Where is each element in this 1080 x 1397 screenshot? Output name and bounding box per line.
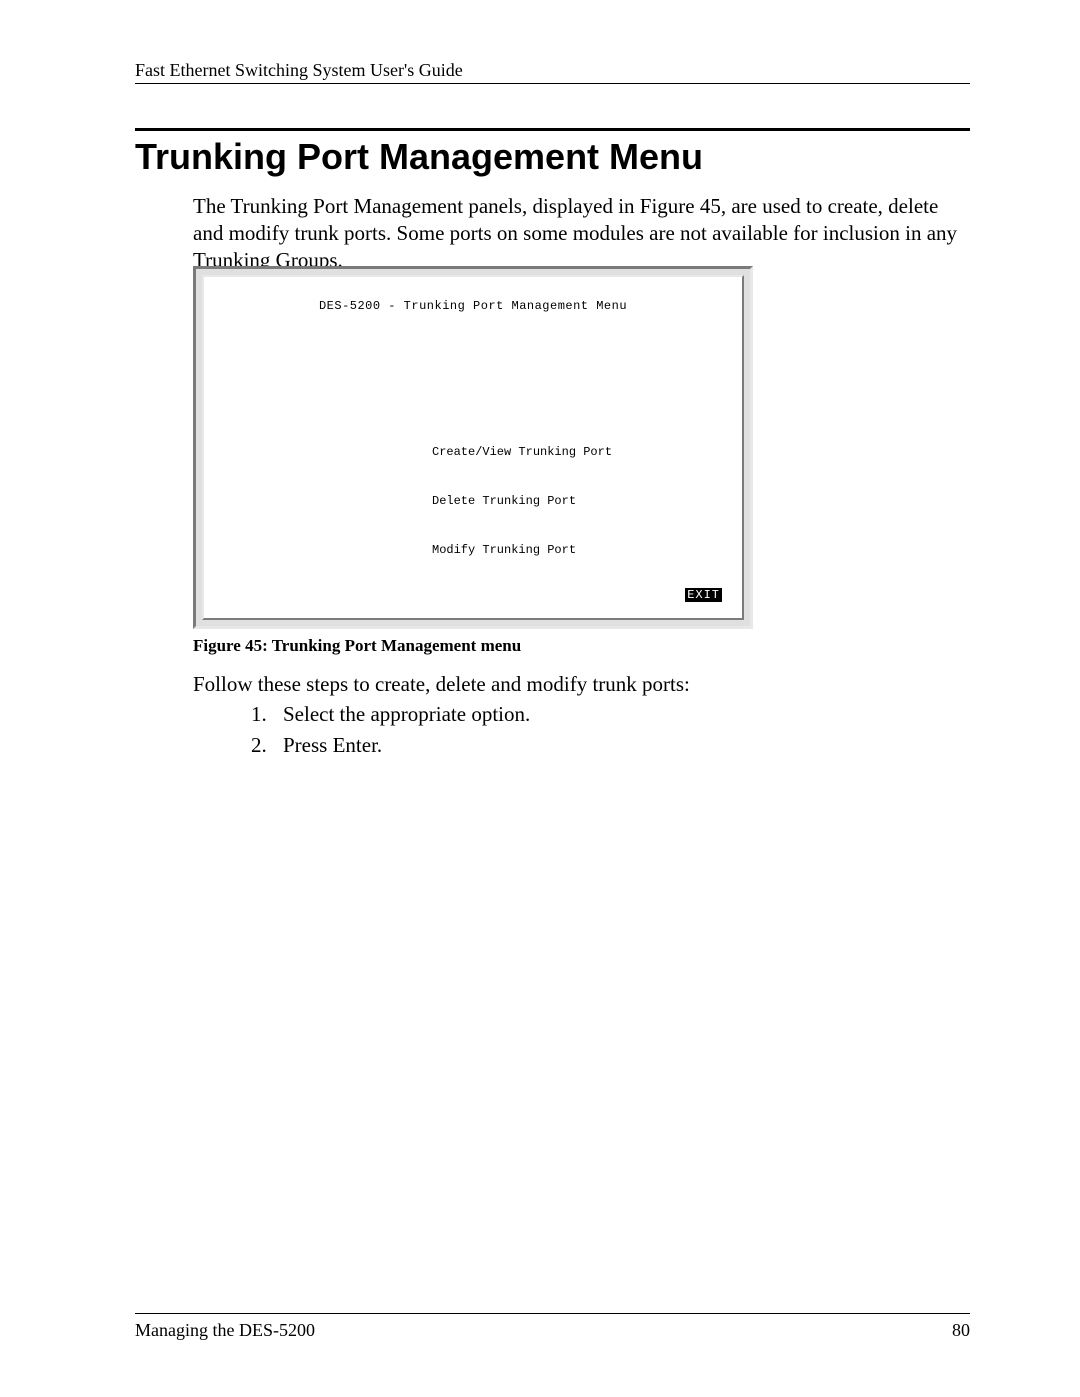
running-header: Fast Ethernet Switching System User's Gu…: [135, 60, 970, 84]
terminal-option: Delete Trunking Port: [432, 493, 612, 509]
intro-paragraph-text: The Trunking Port Management panels, dis…: [193, 194, 957, 272]
running-footer: Managing the DES-5200 80: [135, 1313, 970, 1341]
terminal-option: Create/View Trunking Port: [432, 444, 612, 460]
figure-caption-text: Figure 45: Trunking Port Management menu: [193, 636, 521, 655]
list-text: Press Enter.: [283, 732, 382, 759]
section-title-text: Trunking Port Management Menu: [135, 136, 703, 177]
list-text: Select the appropriate option.: [283, 701, 530, 728]
terminal-options: Create/View Trunking Port Delete Trunkin…: [432, 412, 612, 590]
section-title: Trunking Port Management Menu: [135, 128, 970, 177]
page-number: 80: [952, 1320, 970, 1341]
terminal-option: Modify Trunking Port: [432, 542, 612, 558]
figure-caption: Figure 45: Trunking Port Management menu: [193, 636, 521, 656]
running-header-text: Fast Ethernet Switching System User's Gu…: [135, 60, 463, 80]
instructions-block: Follow these steps to create, delete and…: [193, 671, 970, 759]
terminal-screenshot: DES-5200 - Trunking Port Management Menu…: [193, 266, 753, 629]
list-item: 1. Select the appropriate option.: [193, 701, 970, 728]
terminal-exit-label: EXIT: [685, 588, 722, 602]
footer-left: Managing the DES-5200: [135, 1320, 315, 1341]
instructions-lead: Follow these steps to create, delete and…: [193, 671, 970, 698]
terminal-title: DES-5200 - Trunking Port Management Menu: [204, 299, 742, 313]
list-item: 2. Press Enter.: [193, 732, 970, 759]
list-number: 2.: [193, 732, 283, 759]
terminal-inner: DES-5200 - Trunking Port Management Menu…: [202, 275, 744, 620]
intro-paragraph: The Trunking Port Management panels, dis…: [193, 193, 970, 274]
list-number: 1.: [193, 701, 283, 728]
page: Fast Ethernet Switching System User's Gu…: [0, 0, 1080, 1397]
